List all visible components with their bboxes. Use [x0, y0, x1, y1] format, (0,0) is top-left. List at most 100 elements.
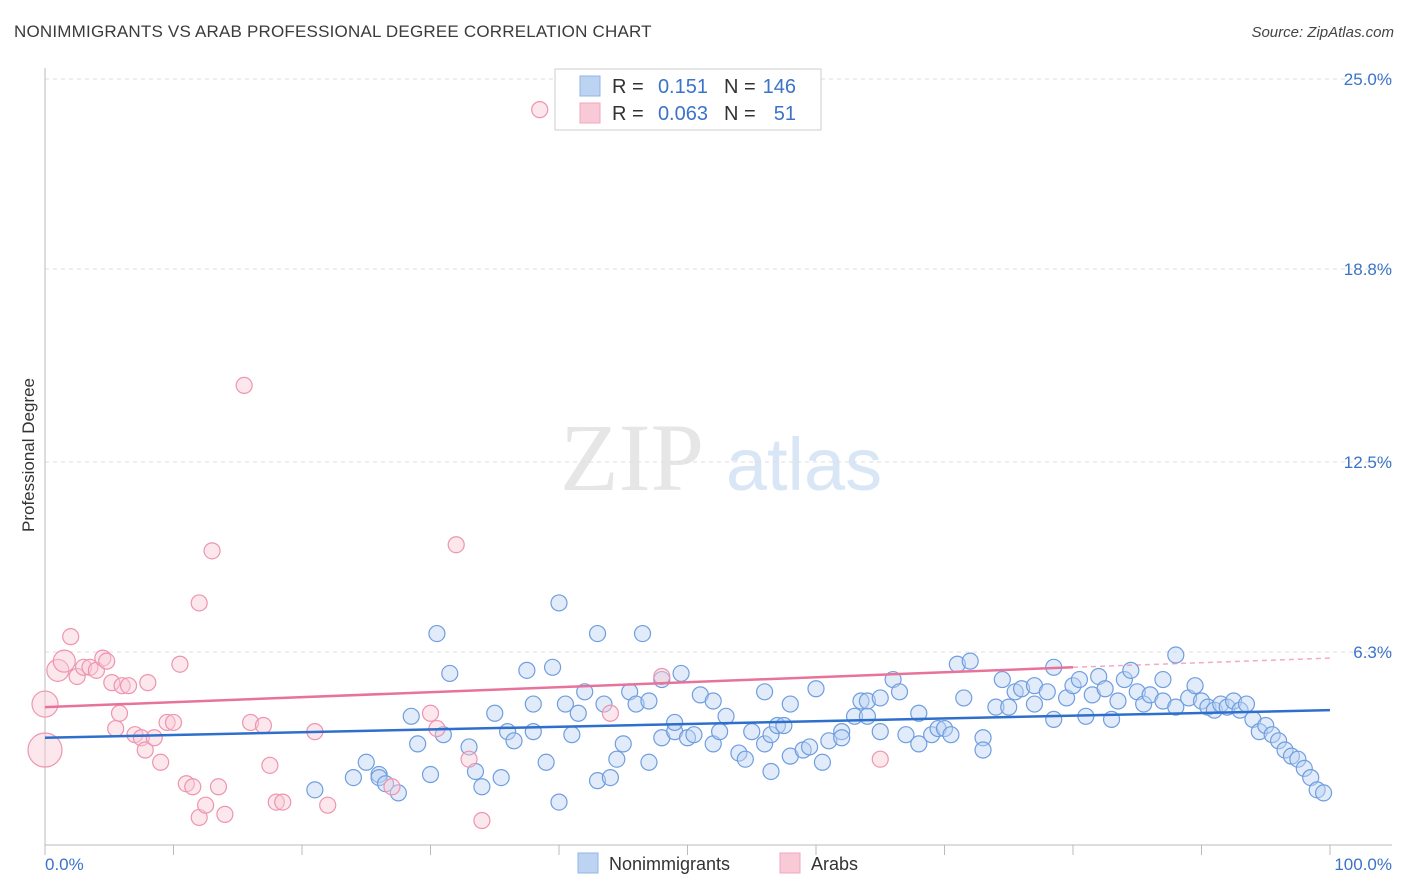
point-nonimmigrants-64: [781, 695, 799, 713]
legend-r-value-2: 0.063: [658, 103, 708, 125]
point-arabs-3: [52, 649, 76, 673]
point-arabs-31: [209, 778, 228, 796]
point-arabs-13: [110, 704, 129, 722]
point-nonimmigrants-79: [890, 683, 909, 701]
point-nonimmigrants-13: [460, 738, 478, 756]
point-nonimmigrants-56: [743, 723, 761, 741]
point-nonimmigrants-101: [1045, 710, 1063, 728]
point-nonimmigrants-21: [524, 695, 542, 713]
legend-r-label-2: R =: [612, 103, 644, 125]
point-arabs-36: [261, 756, 279, 774]
point-nonimmigrants-74: [858, 692, 877, 710]
point-nonimmigrants-121: [1186, 677, 1204, 695]
point-nonimmigrants-111: [1115, 670, 1134, 689]
point-nonimmigrants-8: [409, 735, 427, 753]
point-nonimmigrants-137: [1289, 750, 1307, 768]
y-tick-label-0: 6.3%: [1353, 643, 1392, 662]
legend-n-label-1: N =: [724, 76, 756, 98]
x-tick-label-1: 100.0%: [1334, 855, 1392, 874]
point-nonimmigrants-12: [441, 664, 459, 683]
point-nonimmigrants-98: [1025, 695, 1044, 713]
point-nonimmigrants-45: [666, 713, 684, 732]
point-nonimmigrants-19: [505, 732, 523, 750]
point-nonimmigrants-135: [1276, 741, 1294, 759]
point-nonimmigrants-122: [1192, 692, 1211, 710]
point-nonimmigrants-29: [569, 704, 587, 722]
trendline-arabs: [44, 666, 1074, 709]
point-nonimmigrants-99: [1038, 683, 1056, 701]
point-arabs-15: [119, 677, 138, 695]
point-nonimmigrants-54: [730, 744, 748, 762]
series-nonimmigrants: [306, 594, 1333, 811]
point-arabs-32: [216, 805, 234, 823]
legend-bottom-label-nonimmigrants: Nonimmigrants: [609, 854, 730, 874]
point-nonimmigrants-91: [974, 741, 992, 759]
point-arabs-37: [267, 793, 285, 811]
point-nonimmigrants-71: [833, 729, 851, 747]
point-arabs-44: [447, 536, 465, 554]
point-nonimmigrants-36: [614, 735, 632, 753]
legend-top: R = 0.151 N = 146 R = 0.063 N = 51: [554, 68, 822, 131]
point-arabs-6: [74, 658, 93, 676]
point-nonimmigrants-80: [897, 726, 915, 744]
point-nonimmigrants-48: [685, 726, 703, 744]
point-nonimmigrants-6: [389, 784, 407, 802]
point-nonimmigrants-141: [1314, 784, 1333, 802]
point-nonimmigrants-59: [762, 726, 780, 744]
point-arabs-38: [274, 793, 292, 811]
point-nonimmigrants-17: [492, 768, 510, 787]
point-nonimmigrants-31: [588, 624, 607, 643]
watermark-atlas: atlas: [726, 423, 882, 506]
point-nonimmigrants-58: [755, 735, 774, 753]
point-nonimmigrants-10: [428, 624, 446, 643]
legend-bottom-swatch-arabs: [779, 852, 801, 874]
point-arabs-48: [601, 704, 620, 722]
point-nonimmigrants-16: [486, 704, 504, 722]
point-arabs-46: [473, 811, 491, 830]
point-nonimmigrants-103: [1064, 677, 1082, 695]
point-nonimmigrants-4: [370, 768, 388, 787]
gridlines: [45, 78, 1392, 653]
point-nonimmigrants-38: [627, 695, 645, 713]
point-arabs-45: [460, 750, 478, 768]
point-arabs-0: [27, 732, 63, 768]
point-nonimmigrants-131: [1250, 723, 1268, 741]
point-nonimmigrants-85: [935, 719, 954, 738]
point-nonimmigrants-70: [833, 723, 851, 741]
point-nonimmigrants-138: [1295, 759, 1313, 778]
trendline-nonimmigrants: [44, 708, 1331, 740]
point-nonimmigrants-46: [672, 664, 690, 683]
point-arabs-21: [152, 753, 170, 771]
point-arabs-50: [871, 750, 889, 768]
point-arabs-33: [235, 376, 253, 394]
point-arabs-41: [383, 778, 401, 796]
trendlines: [44, 657, 1331, 740]
point-nonimmigrants-116: [1154, 670, 1172, 689]
point-nonimmigrants-104: [1070, 670, 1089, 689]
legend-n-value-2: 51: [774, 103, 796, 125]
point-nonimmigrants-32: [588, 772, 607, 790]
point-nonimmigrants-110: [1109, 692, 1127, 710]
point-nonimmigrants-68: [813, 753, 832, 771]
point-arabs-26: [184, 778, 202, 796]
point-nonimmigrants-81: [910, 704, 928, 722]
point-arabs-49: [653, 667, 671, 686]
point-nonimmigrants-20: [518, 661, 536, 679]
point-nonimmigrants-25: [550, 793, 568, 811]
chart-title: NONIMMIGRANTS VS ARAB PROFESSIONAL DEGRE…: [14, 22, 652, 41]
point-nonimmigrants-75: [858, 707, 877, 725]
point-arabs-20: [145, 729, 163, 747]
point-nonimmigrants-40: [640, 753, 658, 771]
point-arabs-10: [98, 652, 116, 670]
point-arabs-24: [171, 655, 189, 673]
point-nonimmigrants-55: [736, 750, 754, 768]
y-axis-label: Professional Degree: [19, 378, 38, 532]
point-nonimmigrants-51: [704, 692, 722, 710]
point-nonimmigrants-26: [550, 594, 568, 612]
source-credit: Source: ZipAtlas.com: [1251, 24, 1394, 41]
point-arabs-14: [113, 677, 131, 695]
y-tick-labels: 6.3% 12.5% 18.8% 25.0%: [1344, 70, 1392, 662]
point-nonimmigrants-35: [608, 750, 626, 768]
point-nonimmigrants-28: [563, 726, 581, 744]
